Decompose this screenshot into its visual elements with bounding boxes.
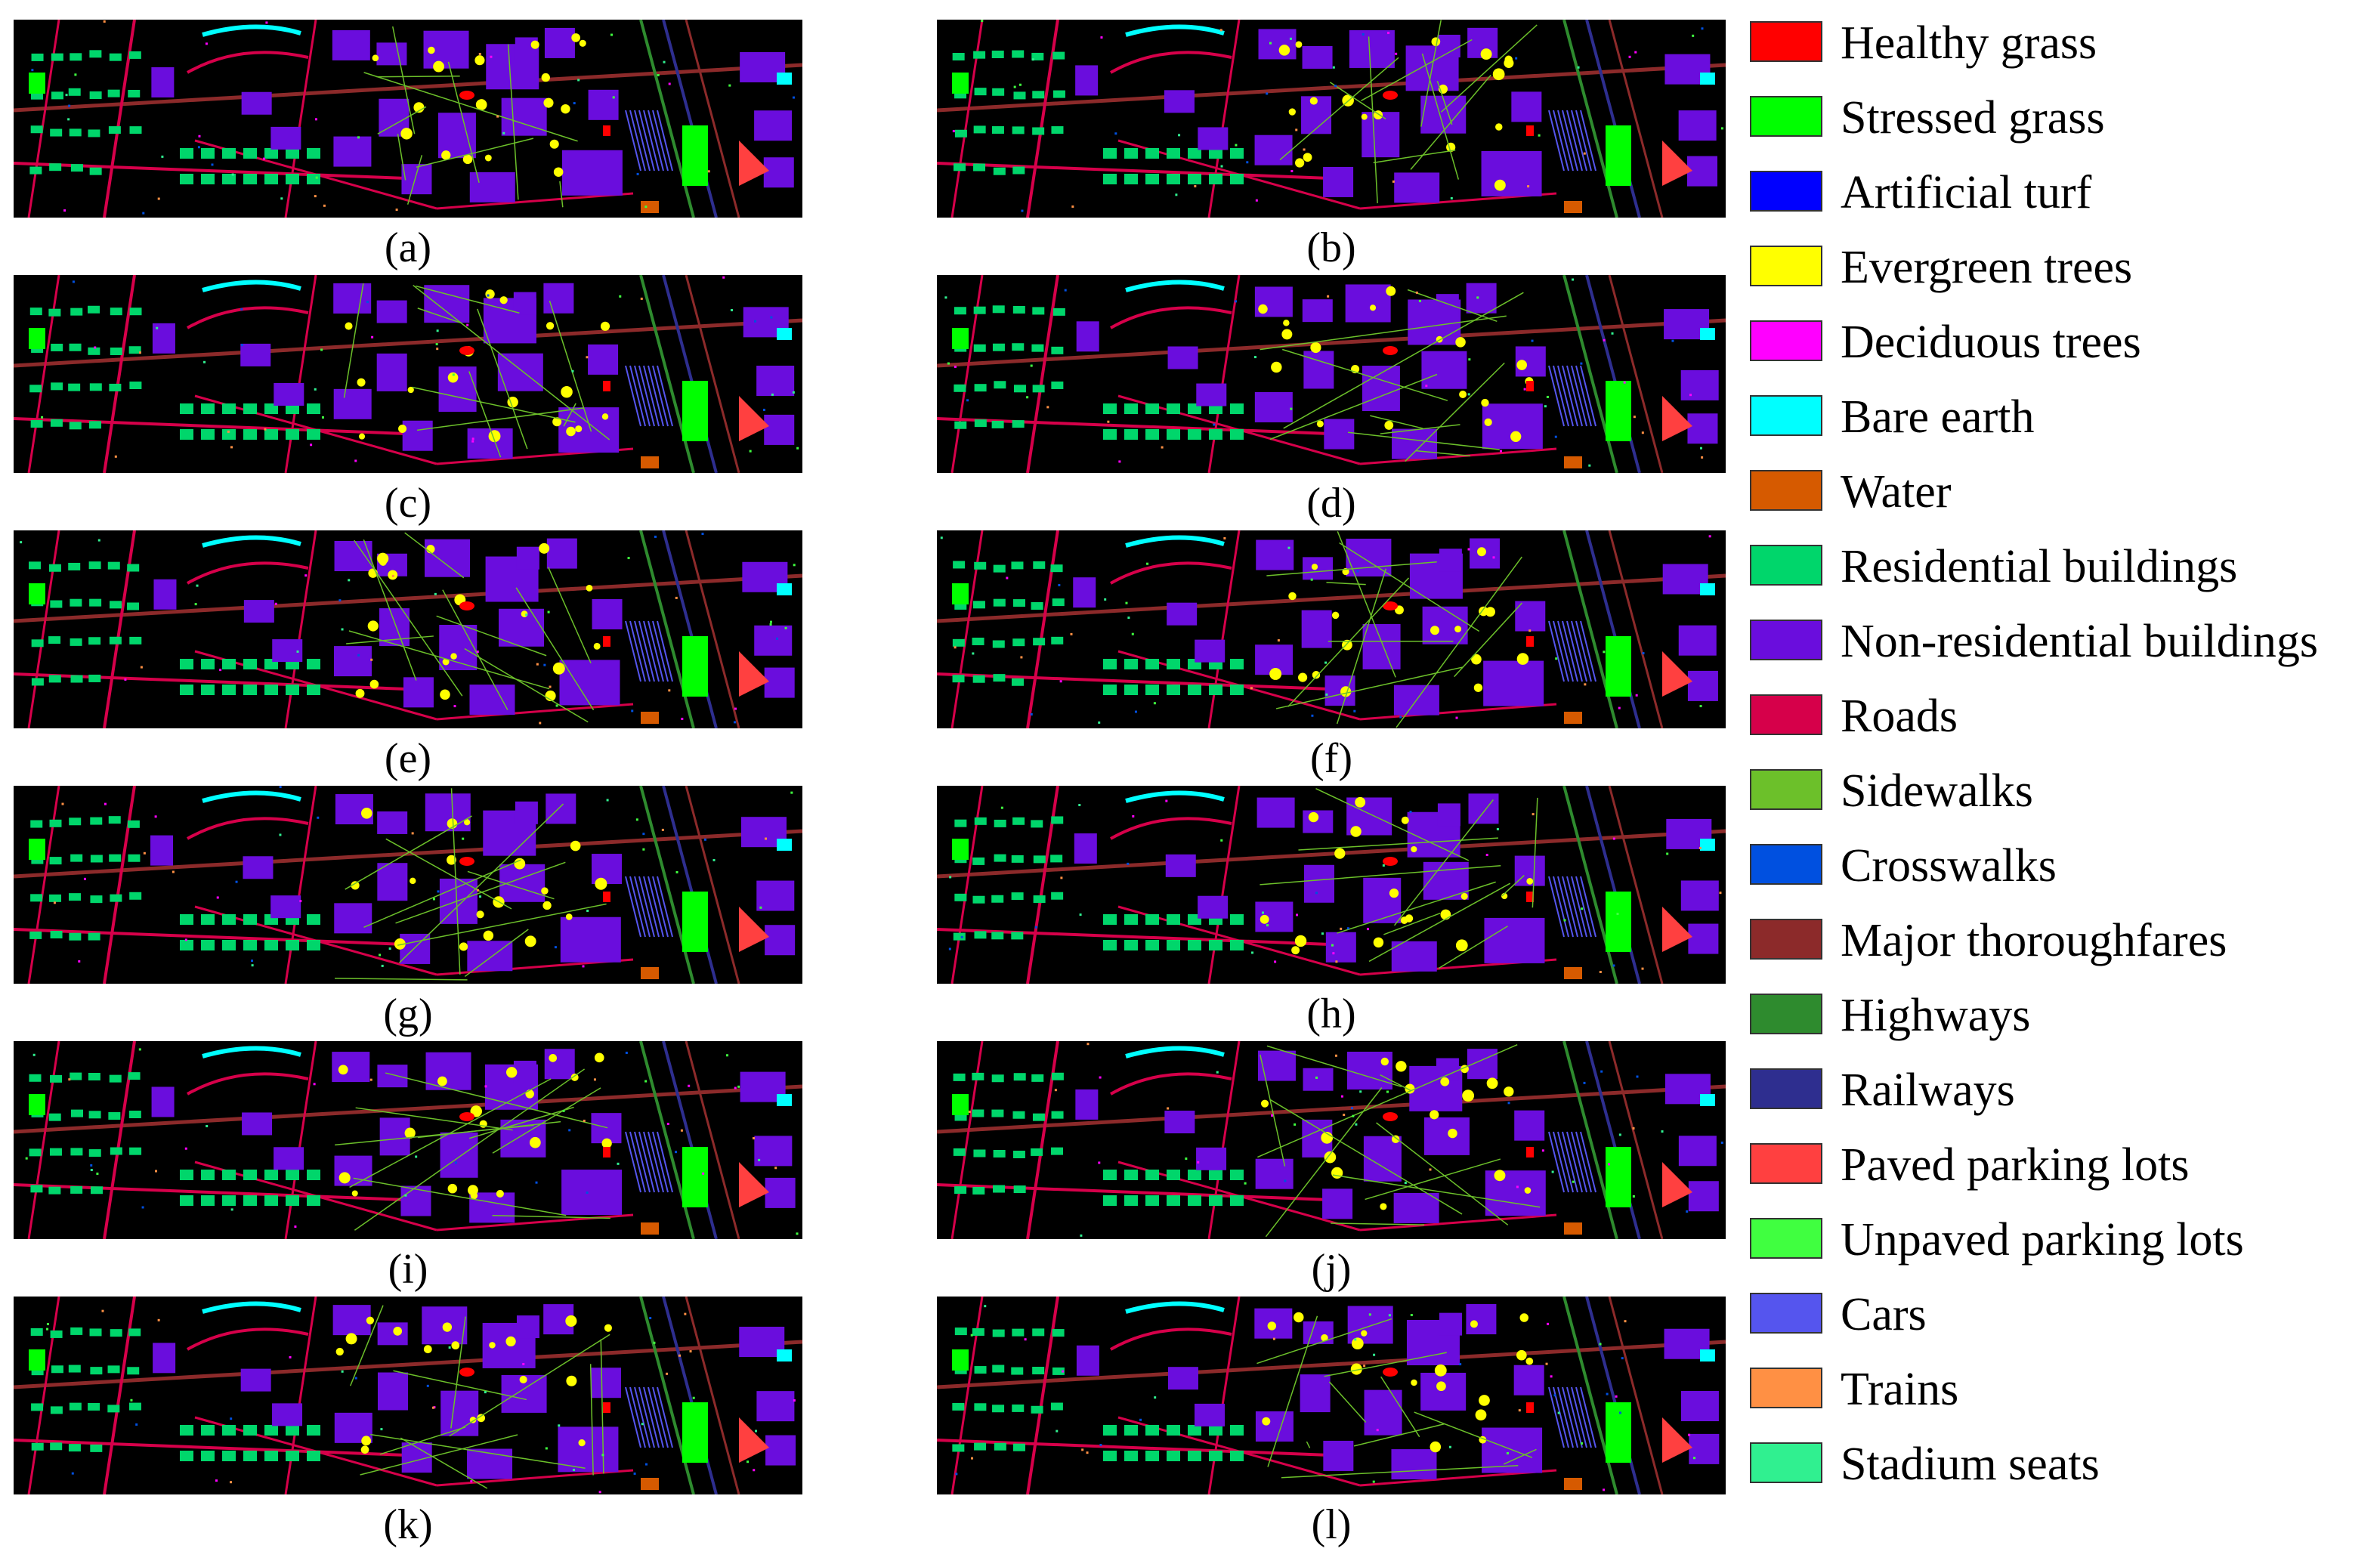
panel-caption: (c) bbox=[384, 480, 432, 527]
classification-map bbox=[937, 275, 1726, 473]
legend-swatch bbox=[1750, 545, 1822, 586]
classification-map-grid: (a) (b) (c) (d) (e) (f) (g) (h) (i) (j) … bbox=[14, 20, 1726, 1548]
legend-label: Cars bbox=[1841, 1289, 1927, 1340]
panel-caption: (g) bbox=[383, 991, 433, 1037]
panel-caption: (e) bbox=[384, 735, 432, 782]
legend-label: Bare earth bbox=[1841, 391, 2035, 443]
panel-f: (f) bbox=[937, 530, 1726, 782]
legend-swatch bbox=[1750, 844, 1822, 885]
classification-map bbox=[937, 1041, 1726, 1239]
classification-map bbox=[14, 1041, 802, 1239]
legend-swatch bbox=[1750, 1293, 1822, 1334]
legend-item: Evergreen trees bbox=[1750, 240, 2380, 300]
legend-label: Sidewalks bbox=[1841, 765, 2033, 817]
legend-swatch bbox=[1750, 919, 1822, 960]
panel-c: (c) bbox=[14, 275, 802, 527]
classification-map bbox=[14, 20, 802, 218]
legend-label: Deciduous trees bbox=[1841, 317, 2141, 368]
legend-item: Highways bbox=[1750, 987, 2380, 1048]
legend-label: Trains bbox=[1841, 1364, 1959, 1415]
legend-label: Non-residential buildings bbox=[1841, 616, 2318, 667]
legend-swatch bbox=[1750, 1143, 1822, 1184]
legend-label: Crosswalks bbox=[1841, 840, 2057, 892]
panel-caption: (h) bbox=[1306, 991, 1356, 1037]
panel-caption: (d) bbox=[1306, 480, 1356, 527]
panel-caption: (k) bbox=[383, 1501, 433, 1548]
panel-caption: (b) bbox=[1306, 224, 1356, 271]
legend-swatch bbox=[1750, 994, 1822, 1034]
legend-label: Roads bbox=[1841, 691, 1958, 742]
classification-map bbox=[937, 530, 1726, 728]
legend-item: Cars bbox=[1750, 1287, 2380, 1347]
panel-l: (l) bbox=[937, 1297, 1726, 1548]
panel-j: (j) bbox=[937, 1041, 1726, 1293]
legend-label: Unpaved parking lots bbox=[1841, 1214, 2244, 1266]
legend-swatch bbox=[1750, 320, 1822, 361]
legend-label: Water bbox=[1841, 466, 1952, 518]
panel-k: (k) bbox=[14, 1297, 802, 1548]
legend-label: Paved parking lots bbox=[1841, 1139, 2190, 1191]
legend-item: Non-residential buildings bbox=[1750, 614, 2380, 674]
legend-swatch bbox=[1750, 395, 1822, 436]
panel-g: (g) bbox=[14, 786, 802, 1037]
legend-label: Evergreen trees bbox=[1841, 242, 2133, 293]
panel-d: (d) bbox=[937, 275, 1726, 527]
legend-item: Paved parking lots bbox=[1750, 1137, 2380, 1198]
legend-label: Railways bbox=[1841, 1065, 2015, 1116]
legend-label: Major thoroughfares bbox=[1841, 915, 2227, 966]
panel-e: (e) bbox=[14, 530, 802, 782]
panel-h: (h) bbox=[937, 786, 1726, 1037]
legend-label: Healthy grass bbox=[1841, 17, 2097, 69]
legend-swatch bbox=[1750, 1368, 1822, 1408]
legend-item: Crosswalks bbox=[1750, 838, 2380, 898]
legend-item: Unpaved parking lots bbox=[1750, 1212, 2380, 1272]
legend-swatch bbox=[1750, 470, 1822, 511]
panel-a: (a) bbox=[14, 20, 802, 271]
classification-map bbox=[14, 530, 802, 728]
classification-map bbox=[14, 786, 802, 984]
legend-swatch bbox=[1750, 769, 1822, 810]
legend-item: Bare earth bbox=[1750, 389, 2380, 450]
legend-swatch bbox=[1750, 694, 1822, 735]
panel-caption: (i) bbox=[388, 1246, 428, 1293]
legend-item: Roads bbox=[1750, 688, 2380, 749]
legend-swatch bbox=[1750, 1442, 1822, 1483]
legend-item: Stressed grass bbox=[1750, 90, 2380, 150]
legend-item: Residential buildings bbox=[1750, 539, 2380, 599]
legend-swatch bbox=[1750, 21, 1822, 62]
legend-label: Stadium seats bbox=[1841, 1439, 2100, 1490]
legend-item: Healthy grass bbox=[1750, 15, 2380, 76]
panel-caption: (j) bbox=[1311, 1246, 1352, 1293]
legend-label: Residential buildings bbox=[1841, 541, 2238, 592]
legend-item: Water bbox=[1750, 464, 2380, 524]
classification-map bbox=[937, 1297, 1726, 1494]
classification-map bbox=[937, 786, 1726, 984]
panel-caption: (f) bbox=[1310, 735, 1352, 782]
classification-map bbox=[14, 1297, 802, 1494]
classification-map bbox=[937, 20, 1726, 218]
panel-b: (b) bbox=[937, 20, 1726, 271]
legend-item: Trains bbox=[1750, 1361, 2380, 1422]
legend-label: Artificial turf bbox=[1841, 167, 2092, 218]
classification-map bbox=[14, 275, 802, 473]
legend-label: Stressed grass bbox=[1841, 92, 2105, 144]
legend-swatch bbox=[1750, 1068, 1822, 1109]
panel-i: (i) bbox=[14, 1041, 802, 1293]
legend-swatch bbox=[1750, 1218, 1822, 1259]
legend-item: Artificial turf bbox=[1750, 165, 2380, 225]
legend-label: Highways bbox=[1841, 990, 2031, 1041]
legend-swatch bbox=[1750, 171, 1822, 212]
legend-item: Major thoroughfares bbox=[1750, 913, 2380, 973]
legend-item: Stadium seats bbox=[1750, 1436, 2380, 1497]
panel-caption: (l) bbox=[1311, 1501, 1352, 1548]
panel-caption: (a) bbox=[384, 224, 432, 271]
legend-item: Deciduous trees bbox=[1750, 314, 2380, 375]
legend-swatch bbox=[1750, 246, 1822, 286]
legend-swatch bbox=[1750, 96, 1822, 137]
legend-item: Sidewalks bbox=[1750, 763, 2380, 824]
legend-swatch bbox=[1750, 620, 1822, 660]
legend-item: Railways bbox=[1750, 1062, 2380, 1123]
